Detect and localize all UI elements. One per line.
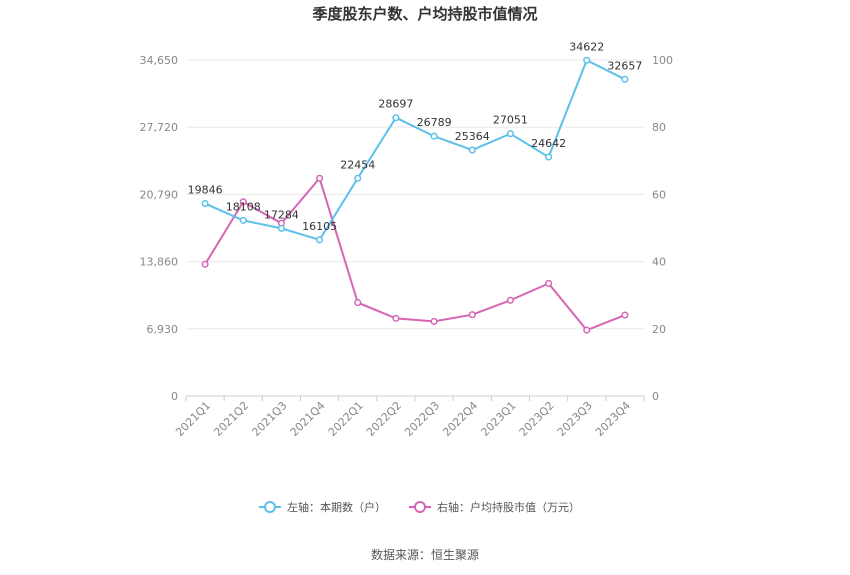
data-label: 19846 <box>188 184 223 197</box>
x-tick-label: 2023Q4 <box>593 399 633 439</box>
data-point-right[interactable] <box>583 326 591 334</box>
y-right-tick-label: 0 <box>652 390 659 403</box>
y-left-tick-label: 20,790 <box>140 188 179 201</box>
data-point-left[interactable] <box>239 216 247 224</box>
data-point-left[interactable] <box>201 200 209 208</box>
source-note: 数据来源：恒生聚源 <box>371 547 479 562</box>
y-right-tick-label: 80 <box>652 121 666 134</box>
data-point-right[interactable] <box>506 296 514 304</box>
data-label: 28697 <box>378 98 413 111</box>
data-point-left[interactable] <box>430 132 438 140</box>
data-point-right[interactable] <box>201 260 209 268</box>
data-point-right[interactable] <box>392 314 400 322</box>
x-tick-label: 2022Q4 <box>440 399 480 439</box>
x-tick-label: 2022Q3 <box>402 399 442 439</box>
x-tick-label: 2023Q3 <box>555 399 595 439</box>
legend-label[interactable]: 左轴：本期数（户） <box>287 500 386 514</box>
data-point-left[interactable] <box>545 153 553 161</box>
y-right-tick-label: 60 <box>652 188 666 201</box>
x-tick-label: 2021Q4 <box>288 399 328 439</box>
y-right-tick-label: 40 <box>652 256 666 269</box>
x-tick-label: 2022Q1 <box>326 399 366 439</box>
grid <box>186 59 644 397</box>
y-left-tick-label: 34,650 <box>140 54 179 67</box>
legend-swatch-marker[interactable] <box>414 501 426 513</box>
data-point-right[interactable] <box>621 311 629 319</box>
data-point-right[interactable] <box>430 317 438 325</box>
data-label: 32657 <box>607 59 642 72</box>
data-label: 18108 <box>226 200 261 213</box>
data-point-right[interactable] <box>316 174 324 182</box>
y-left-tick-label: 0 <box>171 390 178 403</box>
data-label: 16105 <box>302 220 337 233</box>
x-tick-label: 2022Q2 <box>364 399 404 439</box>
data-label: 34622 <box>569 40 604 53</box>
data-point-left[interactable] <box>506 130 514 138</box>
data-point-left[interactable] <box>316 236 324 244</box>
data-point-left[interactable] <box>392 114 400 122</box>
series-line-left <box>204 58 626 242</box>
data-point-left[interactable] <box>583 56 591 64</box>
x-tick-label: 2023Q2 <box>517 399 557 439</box>
x-axis: 2021Q12021Q22021Q32021Q42022Q12022Q22022… <box>173 396 645 439</box>
data-label: 17284 <box>264 208 299 221</box>
y-left-tick-label: 6,930 <box>147 323 179 336</box>
data-point-right[interactable] <box>468 311 476 319</box>
data-point-left[interactable] <box>354 174 362 182</box>
x-tick-label: 2023Q1 <box>478 399 518 439</box>
y-left-tick-label: 27,720 <box>140 121 179 134</box>
data-point-left[interactable] <box>468 146 476 154</box>
x-tick-label: 2021Q2 <box>211 399 251 439</box>
data-point-right[interactable] <box>239 198 247 206</box>
legend-label[interactable]: 右轴：户均持股市值（万元） <box>437 500 580 514</box>
y-axis-left: 0 6,930 13,860 20,790 27,720 34,650 <box>140 54 179 403</box>
data-point-right[interactable] <box>545 279 553 287</box>
data-point-right[interactable] <box>354 299 362 307</box>
data-label: 24642 <box>531 137 566 150</box>
legend[interactable]: 左轴：本期数（户） 右轴：户均持股市值（万元） <box>259 500 580 514</box>
y-left-tick-label: 13,860 <box>140 256 179 269</box>
y-right-tick-label: 20 <box>652 323 666 336</box>
data-label: 26789 <box>417 116 452 129</box>
chart-title: 季度股东户数、户均持股市值情况 <box>312 5 537 23</box>
x-tick-label: 2021Q1 <box>173 399 213 439</box>
data-label: 22454 <box>340 158 375 171</box>
y-right-tick-label: 100 <box>652 54 673 67</box>
series-line-right <box>204 176 626 332</box>
y-axis-right: 0 20 40 60 80 100 <box>652 54 673 403</box>
data-point-left[interactable] <box>621 75 629 83</box>
legend-swatch-marker[interactable] <box>264 501 276 513</box>
x-tick-label: 2021Q3 <box>249 399 289 439</box>
data-point-left[interactable] <box>277 224 285 232</box>
data-label: 27051 <box>493 114 528 127</box>
data-label: 25364 <box>455 130 490 143</box>
